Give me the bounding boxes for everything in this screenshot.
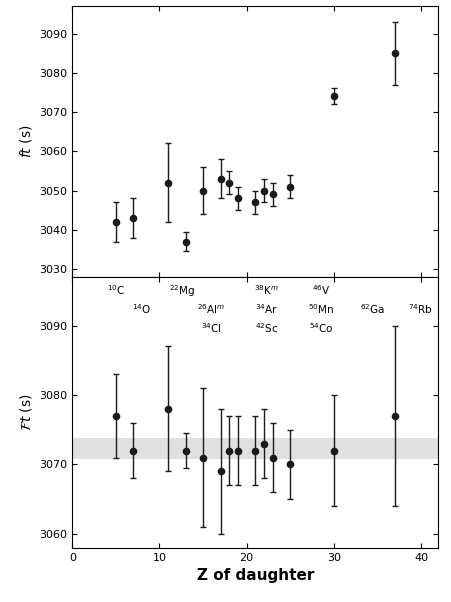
X-axis label: Z of daughter: Z of daughter [196, 568, 313, 583]
Text: $^{42}$Sc: $^{42}$Sc [254, 321, 277, 335]
Y-axis label: $ft$ (s): $ft$ (s) [18, 125, 34, 158]
Text: $^{38}$K$^m$: $^{38}$K$^m$ [253, 284, 278, 297]
Text: $^{34}$Cl: $^{34}$Cl [201, 321, 221, 335]
Text: $^{34}$Ar: $^{34}$Ar [254, 303, 277, 317]
Text: $^{50}$Mn: $^{50}$Mn [308, 303, 334, 317]
Text: $^{22}$Mg: $^{22}$Mg [169, 284, 195, 299]
Text: $^{74}$Rb: $^{74}$Rb [407, 303, 432, 317]
Text: $^{62}$Ga: $^{62}$Ga [359, 303, 384, 317]
Text: $^{46}$V: $^{46}$V [311, 284, 330, 297]
Text: $^{10}$C: $^{10}$C [107, 284, 125, 297]
Bar [72, 438, 437, 459]
Text: $^{54}$Co: $^{54}$Co [308, 321, 333, 335]
Y-axis label: $\mathcal{F}t$ (s): $\mathcal{F}t$ (s) [18, 394, 34, 431]
Text: $^{14}$O: $^{14}$O [132, 303, 151, 317]
Text: $^{26}$Al$^m$: $^{26}$Al$^m$ [197, 303, 225, 317]
